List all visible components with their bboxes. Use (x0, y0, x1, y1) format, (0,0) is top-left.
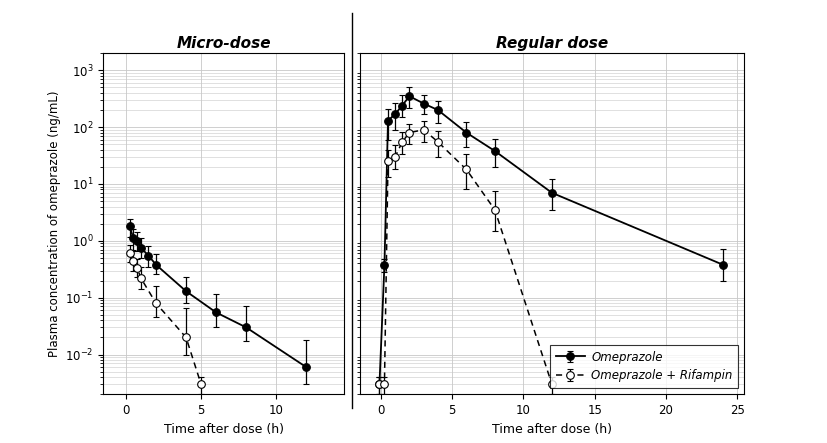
Y-axis label: Plasma concentration of omeprazole (ng/mL): Plasma concentration of omeprazole (ng/m… (48, 90, 61, 357)
Legend: Omeprazole, Omeprazole + Rifampin: Omeprazole, Omeprazole + Rifampin (550, 345, 739, 389)
X-axis label: Time after dose (h): Time after dose (h) (492, 423, 612, 435)
Title: Micro-dose: Micro-dose (176, 35, 271, 51)
X-axis label: Time after dose (h): Time after dose (h) (164, 423, 284, 435)
Title: Regular dose: Regular dose (495, 35, 608, 51)
